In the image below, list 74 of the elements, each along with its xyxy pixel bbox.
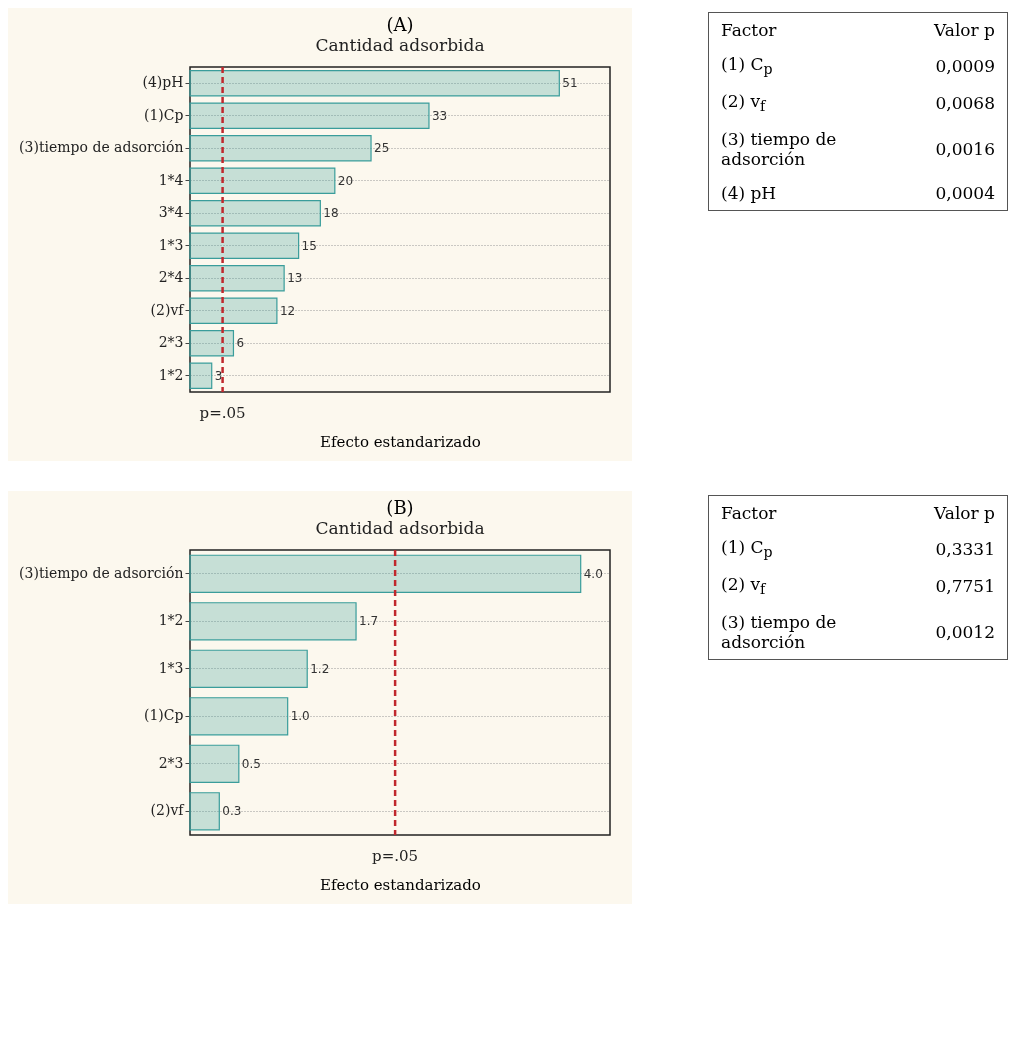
y-tick-label: 2*3: [158, 334, 184, 351]
data-label: 51: [562, 76, 578, 91]
data-label: 1.7: [359, 614, 379, 629]
text: Factor: [720, 502, 778, 525]
data-label: 3: [214, 368, 223, 383]
text: Factor: [720, 19, 778, 42]
text: Valor p: [932, 19, 996, 42]
data-label: 20: [337, 173, 354, 188]
text: (3) tiempo de adsorción: [720, 610, 838, 654]
data-label: 13: [287, 271, 303, 286]
chart-subtitle: Cantidad adsorbida: [315, 517, 485, 538]
bar: [189, 69, 560, 97]
text: (1) C$_{p}$: [720, 53, 774, 80]
data-label: 0.5: [241, 756, 261, 771]
text: 0,7751: [934, 575, 996, 599]
text: (3) tiempo de adsorción: [720, 127, 838, 171]
y-tick-label: (2)vf: [150, 301, 186, 318]
x-axis-title: Efecto estandarizado: [320, 432, 481, 451]
bar: [189, 602, 357, 641]
bar: [189, 167, 336, 195]
text: (4) pH: [720, 181, 778, 205]
chart-title: (B): [386, 496, 414, 518]
y-tick-label: 3*4: [158, 204, 184, 221]
text: 0,0068: [934, 92, 996, 116]
text: Valor p: [932, 502, 996, 525]
data-label: 33: [431, 108, 448, 123]
y-tick-label: (4)pH: [142, 74, 184, 91]
y-tick-label: 1*4: [158, 171, 184, 188]
y-tick-label: (1)Cp: [143, 106, 184, 123]
text: 0,0004: [934, 181, 996, 205]
text: (2) v$_{f}$: [720, 573, 767, 600]
data-label: 4.0: [583, 566, 603, 581]
text: 0,0009: [934, 54, 996, 78]
bar: [189, 134, 372, 162]
bar: [189, 199, 321, 227]
bar: [189, 554, 582, 593]
data-label: 0.3: [222, 804, 242, 819]
text: 0,3331: [934, 537, 996, 561]
bar: [189, 792, 220, 831]
chart-title: (A): [386, 13, 414, 35]
ref-line-label: p=.05: [199, 404, 246, 422]
bar: [189, 329, 235, 357]
bar: [189, 264, 285, 292]
text: 0,0012: [934, 620, 996, 644]
y-tick-label: (3)tiempo de adsorción: [19, 564, 184, 581]
y-tick-label: 2*3: [158, 754, 184, 771]
data-label: 12: [279, 303, 296, 318]
y-tick-label: (1)Cp: [143, 707, 184, 724]
chart-subtitle: Cantidad adsorbida: [315, 34, 485, 55]
data-label: 6: [236, 336, 245, 351]
bar: [189, 297, 278, 325]
y-tick-label: 2*4: [158, 269, 184, 286]
bar: [189, 697, 289, 736]
y-tick-label: 1*2: [158, 366, 184, 383]
data-label: 15: [301, 238, 317, 253]
text: (1) C$_{p}$: [720, 536, 774, 563]
data-label: 1.2: [310, 661, 330, 676]
x-axis-title: Efecto estandarizado: [320, 875, 481, 894]
data-label: 18: [323, 206, 339, 221]
y-tick-label: 1*3: [158, 236, 184, 253]
bar: [189, 649, 308, 688]
ref-line-label: p=.05: [372, 847, 419, 865]
y-tick-label: (2)vf: [150, 802, 186, 819]
bar: [189, 744, 240, 783]
y-tick-label: 1*2: [158, 612, 184, 629]
bar: [189, 102, 430, 130]
bar: [189, 362, 213, 390]
bar: [189, 232, 300, 260]
y-tick-label: (3)tiempo de adsorción: [19, 139, 184, 156]
data-label: 25: [374, 141, 390, 156]
data-label: 1.0: [290, 709, 310, 724]
y-tick-label: 1*3: [158, 659, 184, 676]
text: 0,0016: [934, 137, 996, 161]
text: (2) v$_{f}$: [720, 90, 767, 117]
